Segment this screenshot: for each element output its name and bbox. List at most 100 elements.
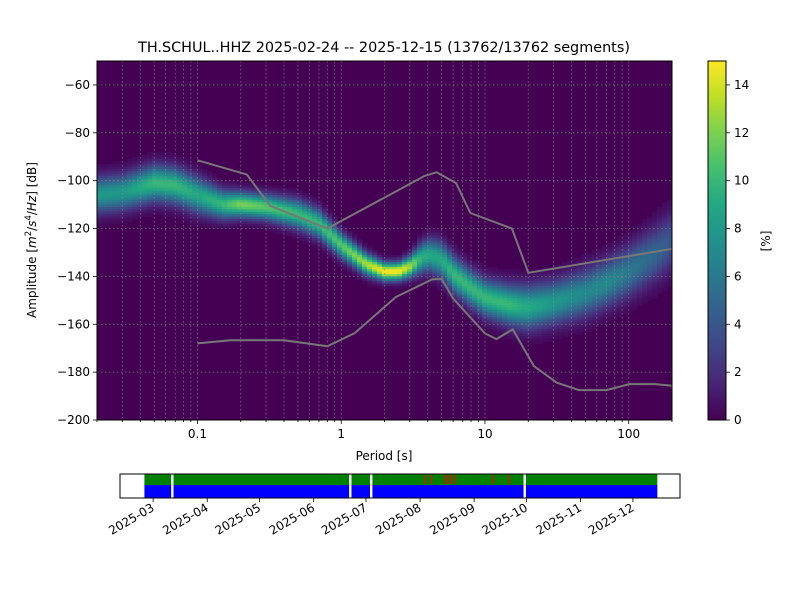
heatmap-cell [167,168,173,172]
heatmap-cell [452,259,458,263]
heatmap-cell [167,173,173,177]
heatmap-cell [477,307,483,311]
heatmap-cell [662,235,668,239]
heatmap-cell [667,240,672,244]
heatmap-cell [142,190,148,194]
heatmap-cell [192,204,198,208]
heatmap-cell [627,262,633,266]
heatmap-cell [262,218,268,222]
heatmap-cell [567,312,573,316]
heatmap-cell [427,242,433,246]
heatmap-cell [392,271,398,275]
heatmap-cell [187,221,193,225]
heatmap-cell [242,185,248,189]
heatmap-cell [117,187,123,191]
heatmap-cell [162,199,168,203]
heatmap-cell [157,166,163,170]
heatmap-cell [257,226,263,230]
heatmap-cell [572,309,578,313]
heatmap-cell [127,206,133,210]
heatmap-cell [287,199,293,203]
heatmap-cell [507,285,513,289]
heatmap-cell [577,321,583,325]
heatmap-cell [417,278,423,282]
heatmap-cell [532,326,538,330]
heatmap-cell [172,175,178,179]
heatmap-cell [582,271,588,275]
heatmap-cell [382,262,388,266]
heatmap-cell [327,218,333,222]
heatmap-cell [187,178,193,182]
heatmap-cell [337,242,343,246]
heatmap-cell [647,226,653,230]
heatmap-cell [602,305,608,309]
heatmap-cell [112,214,118,218]
heatmap-cell [522,324,528,328]
heatmap-cell [242,190,248,194]
heatmap-cell [617,266,623,270]
heatmap-cell [647,266,653,270]
heatmap-cell [322,245,328,249]
heatmap-cell [637,295,643,299]
heatmap-cell [667,254,672,258]
heatmap-cell [437,276,443,280]
heatmap-cell [147,204,153,208]
heatmap-cell [602,300,608,304]
heatmap-cell [322,209,328,213]
heatmap-cell [572,302,578,306]
heatmap-cell [432,242,438,246]
heatmap-cell [607,314,613,318]
heatmap-cell [352,264,358,268]
heatmap-cell [562,276,568,280]
heatmap-cell [367,269,373,273]
heatmap-cell [542,271,548,275]
heatmap-cell [447,240,453,244]
heatmap-cell [602,250,608,254]
heatmap-cell [182,214,188,218]
heatmap-cell [112,221,118,225]
heatmap-cell [422,257,428,261]
heatmap-cell [472,297,478,301]
heatmap-cell [107,195,113,199]
heatmap-cell [637,297,643,301]
heatmap-cell [622,293,628,297]
heatmap-cell [357,252,363,256]
heatmap-cell [632,247,638,251]
heatmap-cell [247,216,253,220]
heatmap-cell [187,173,193,177]
heatmap-cell [602,262,608,266]
heatmap-cell [612,266,618,270]
heatmap-cell [557,336,563,340]
heatmap-cell [202,214,208,218]
heatmap-cell [637,226,643,230]
colorbar-tick-label: 0 [734,413,742,427]
heatmap-cell [512,307,518,311]
heatmap-cell [492,309,498,313]
heatmap-cell [462,307,468,311]
heatmap-cell [207,199,213,203]
heatmap-cell [277,230,283,234]
heatmap-cell [372,266,378,270]
heatmap-cell [292,206,298,210]
heatmap-cell [402,271,408,275]
heatmap-cell [532,293,538,297]
heatmap-cell [487,266,493,270]
heatmap-cell [452,271,458,275]
heatmap-cell [582,281,588,285]
heatmap-cell [502,285,508,289]
heatmap-cell [507,321,513,325]
heatmap-cell [522,319,528,323]
heatmap-cell [282,199,288,203]
heatmap-cell [192,202,198,206]
heatmap-cell [257,214,263,218]
heatmap-cell [112,204,118,208]
colorbar-tick-label: 6 [734,269,742,283]
heatmap-cell [127,187,133,191]
heatmap-cell [112,195,118,199]
heatmap-cell [177,187,183,191]
heatmap-cell [147,159,153,163]
heatmap-cell [507,312,513,316]
heatmap-cell [277,218,283,222]
timeline-tick-label: 2025-07 [319,500,369,537]
heatmap-cell [287,202,293,206]
